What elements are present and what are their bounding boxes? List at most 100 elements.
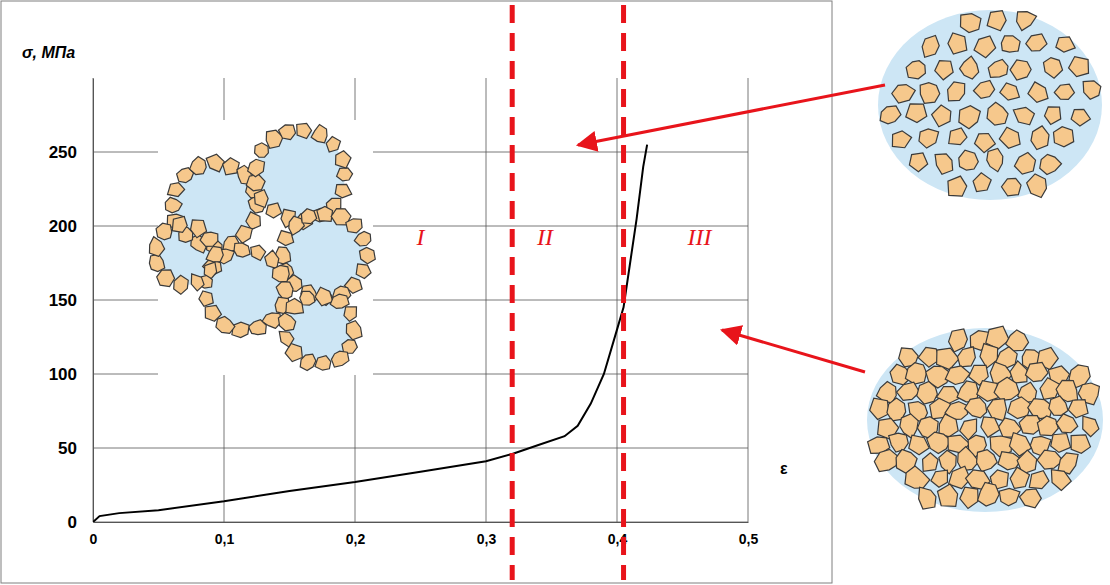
grid-line-y xyxy=(93,522,748,523)
grain xyxy=(1010,361,1027,383)
grain xyxy=(157,270,175,287)
stage-boundary xyxy=(621,5,626,580)
grain xyxy=(892,131,911,148)
grain xyxy=(1000,83,1020,100)
grain xyxy=(232,322,249,337)
grain xyxy=(892,85,916,104)
grain xyxy=(311,124,327,142)
grain xyxy=(1010,60,1031,80)
grain xyxy=(1068,400,1088,418)
grain xyxy=(958,447,979,471)
grain xyxy=(959,150,979,170)
grain xyxy=(336,151,351,168)
grain xyxy=(1013,107,1034,124)
grain xyxy=(905,363,926,384)
grain xyxy=(917,381,938,404)
grain xyxy=(919,487,936,509)
grain xyxy=(330,294,349,308)
y-tick: 200 xyxy=(49,217,93,236)
grain xyxy=(1056,414,1078,433)
grain xyxy=(1031,126,1049,150)
y-tick: 250 xyxy=(49,143,93,162)
grain xyxy=(317,207,333,222)
x-tick-label: 0,2 xyxy=(346,531,366,547)
grain xyxy=(174,275,189,294)
grain xyxy=(248,159,265,176)
grain xyxy=(988,59,1008,77)
inset-structure-1 xyxy=(149,120,375,375)
grain xyxy=(1049,396,1068,415)
matrix xyxy=(878,10,1102,200)
grain xyxy=(906,104,927,123)
grain xyxy=(1040,154,1062,174)
grain xyxy=(272,265,289,281)
grain xyxy=(973,173,991,192)
grain xyxy=(935,61,953,80)
x-axis-title: ε xyxy=(780,460,788,477)
grain xyxy=(255,143,269,157)
grain xyxy=(149,254,164,271)
grain xyxy=(1043,58,1062,79)
grain xyxy=(959,106,981,129)
grid xyxy=(93,78,748,522)
grain xyxy=(960,56,979,79)
grain xyxy=(905,466,930,488)
grain xyxy=(960,487,978,508)
x-tick-label: 0,5 xyxy=(739,531,759,547)
frame xyxy=(1,1,832,583)
grain xyxy=(206,154,224,172)
grain xyxy=(974,36,996,58)
pore xyxy=(255,130,345,220)
stage-label: I xyxy=(416,224,426,250)
y-tick-label: 50 xyxy=(58,439,77,458)
grain xyxy=(265,250,279,268)
grain xyxy=(1017,12,1037,31)
y-tick: 0 xyxy=(68,513,93,532)
grain xyxy=(331,351,348,367)
y-tick: 50 xyxy=(58,439,93,458)
grain xyxy=(1002,178,1022,195)
grain xyxy=(172,216,187,232)
grain xyxy=(206,246,223,261)
grain xyxy=(199,291,213,306)
grain xyxy=(337,168,353,181)
grain xyxy=(1083,81,1101,99)
grain xyxy=(223,158,240,175)
grain xyxy=(906,61,925,79)
grain xyxy=(999,127,1020,148)
pore xyxy=(173,163,257,247)
grain xyxy=(987,11,1006,31)
grain xyxy=(931,470,947,487)
grain xyxy=(981,417,1000,438)
grain xyxy=(251,245,266,260)
grain xyxy=(920,83,940,104)
y-tick-label: 0 xyxy=(68,513,77,532)
y-axis-title: σ, МПа xyxy=(22,44,75,61)
x-axis-line xyxy=(94,522,749,523)
grain xyxy=(1045,107,1061,125)
grain xyxy=(948,33,967,54)
grain xyxy=(356,264,371,279)
grain xyxy=(987,148,1003,171)
stage-label: III xyxy=(687,224,713,250)
grain xyxy=(346,321,362,340)
structure-3 xyxy=(867,326,1103,512)
y-tick-label: 200 xyxy=(49,217,77,236)
grain xyxy=(880,106,901,124)
stage-boundary xyxy=(510,5,515,580)
y-tick-label: 100 xyxy=(49,365,77,384)
grain xyxy=(354,231,370,246)
x-tick: 0,3 xyxy=(477,522,497,547)
arrow xyxy=(722,330,865,372)
grain xyxy=(1071,435,1090,453)
grain xyxy=(889,433,909,452)
grain xyxy=(190,157,207,175)
grain xyxy=(266,203,282,218)
grain xyxy=(874,449,897,471)
grain xyxy=(1014,152,1035,174)
grain xyxy=(168,183,185,197)
grain xyxy=(948,176,967,196)
y-tick-label: 150 xyxy=(49,291,77,310)
grain xyxy=(1071,109,1090,126)
grain xyxy=(234,243,250,257)
